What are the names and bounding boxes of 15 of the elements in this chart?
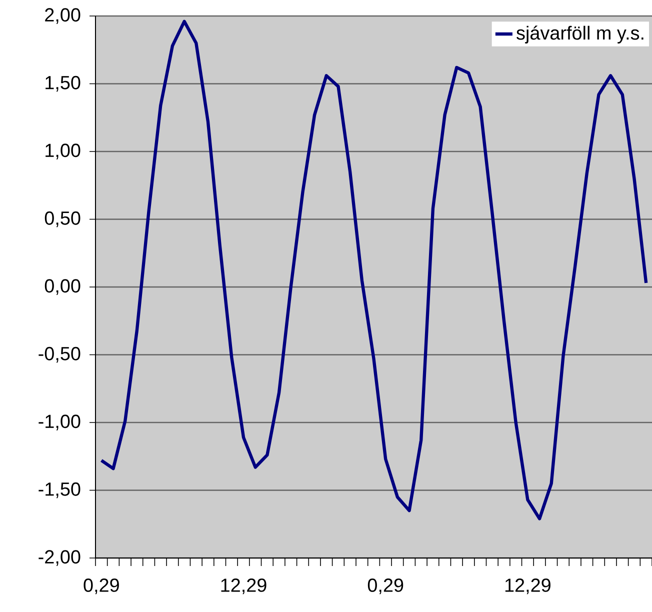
x-tick-label: 12,29 — [505, 578, 550, 594]
line-series — [100, 20, 648, 520]
y-tick-label: 1,00 — [46, 144, 80, 160]
y-tick-label: 0,50 — [44, 211, 80, 228]
y-tick-label: 2,00 — [45, 8, 80, 24]
y-tick-label: 0,00 — [44, 279, 80, 295]
y-tick-label: -1,50 — [38, 482, 80, 498]
y-tick-label: -0,50 — [38, 346, 80, 363]
x-tick-label: 0,29 — [84, 578, 119, 594]
x-tick-label: 0,29 — [368, 578, 404, 594]
y-tick-label: -2,00 — [38, 550, 80, 566]
legend-label: sjávarföll m y.s. — [516, 26, 644, 44]
y-tick-label: -1,00 — [38, 414, 80, 430]
x-tick-label: 12,29 — [221, 578, 266, 594]
y-tick-label: 1,50 — [46, 76, 80, 92]
